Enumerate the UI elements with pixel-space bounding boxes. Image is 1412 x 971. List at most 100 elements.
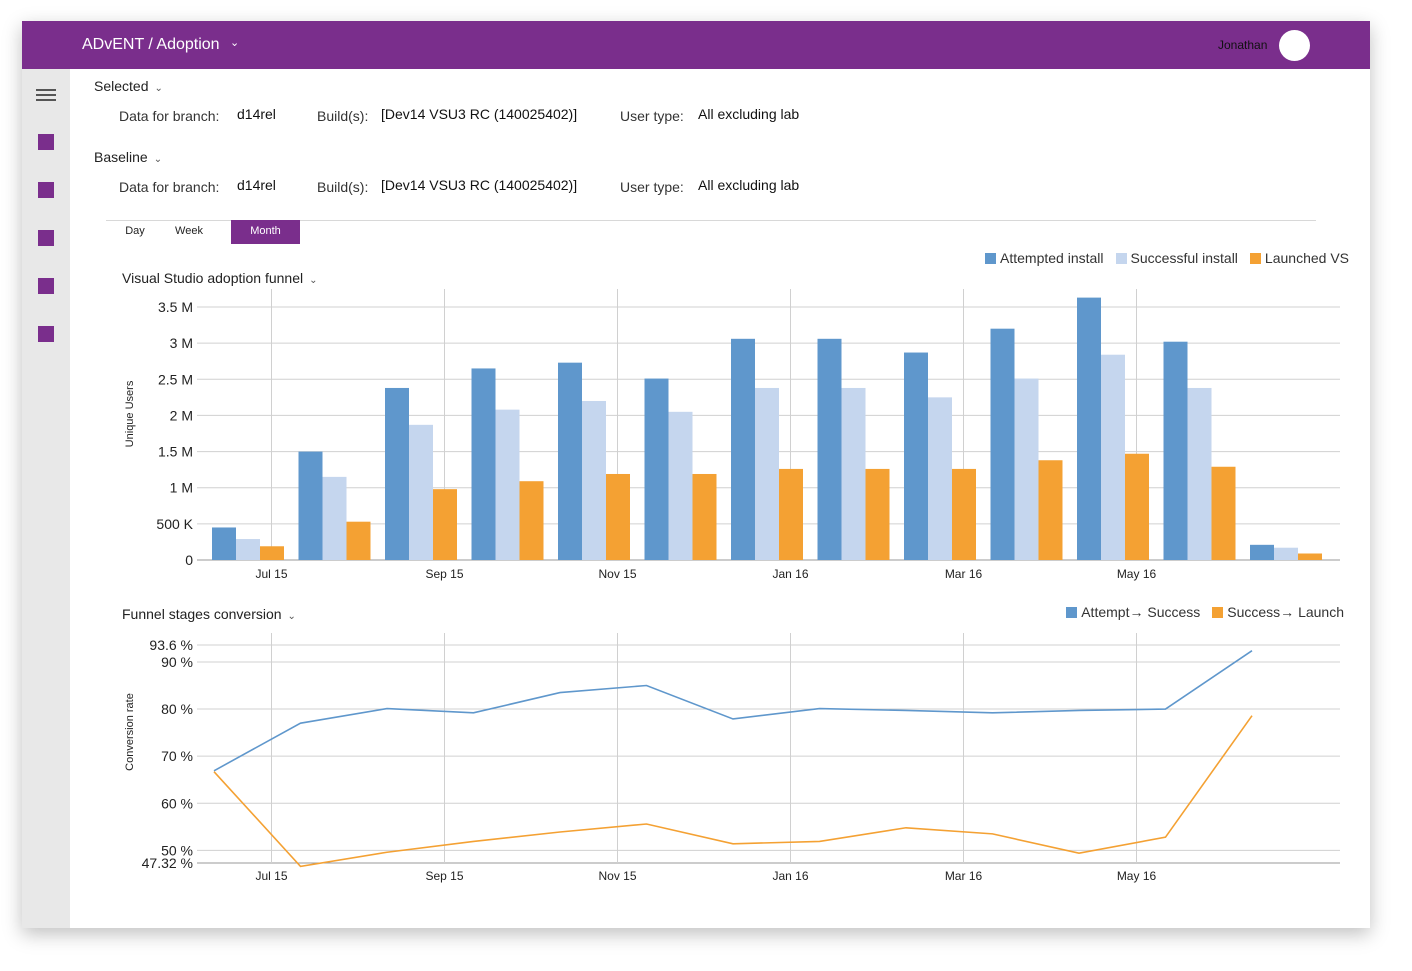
bar-1-6 bbox=[755, 387, 779, 560]
bar-0-11 bbox=[1163, 341, 1188, 560]
bar-2-3 bbox=[519, 481, 544, 560]
avatar[interactable] bbox=[1279, 30, 1310, 61]
baseline-builds-value[interactable]: [Dev14 VSU3 RC (140025402)] bbox=[381, 177, 578, 193]
bar-2-12 bbox=[1298, 553, 1322, 560]
legend-item[interactable]: Success→ Launch bbox=[1212, 604, 1344, 620]
baseline-branch-label: Data for branch: bbox=[119, 179, 220, 195]
sidebar-item-3[interactable] bbox=[38, 230, 54, 246]
user-name: Jonathan bbox=[1218, 38, 1268, 52]
bar-2-6 bbox=[779, 468, 803, 560]
legend-swatch bbox=[1066, 607, 1078, 618]
bar-0-8 bbox=[904, 352, 928, 560]
x-tick-label: Jan 16 bbox=[772, 869, 808, 883]
chevron-down-icon: ⌄ bbox=[287, 611, 296, 622]
bar-0-7 bbox=[817, 338, 842, 560]
selected-branch-label: Data for branch: bbox=[119, 108, 220, 124]
y-tick-label: 60 % bbox=[161, 795, 193, 811]
x-tick-label: Mar 16 bbox=[945, 567, 983, 581]
selected-heading: Selected bbox=[94, 78, 149, 94]
selected-branch-value[interactable]: d14rel bbox=[237, 106, 276, 122]
y-tick-label: 2.5 M bbox=[158, 371, 193, 387]
baseline-heading: Baseline bbox=[94, 149, 148, 165]
y-tick-label: 70 % bbox=[161, 748, 193, 764]
x-tick-label: May 16 bbox=[1117, 567, 1157, 581]
sidebar-item-1[interactable] bbox=[38, 134, 54, 150]
baseline-section-toggle[interactable]: Baseline ⌄ bbox=[94, 149, 162, 165]
legend-item[interactable]: Attempted install bbox=[985, 250, 1104, 266]
divider bbox=[106, 220, 1316, 221]
y-tick-label: 47.32 % bbox=[142, 855, 193, 871]
bar-2-0 bbox=[260, 546, 284, 560]
bar-2-4 bbox=[606, 473, 630, 560]
x-tick-label: Mar 16 bbox=[945, 869, 983, 883]
legend-item[interactable]: Attempt→ Success bbox=[1066, 604, 1200, 620]
tab-month[interactable]: Month bbox=[231, 220, 300, 244]
bar-0-0 bbox=[212, 527, 236, 560]
chart-title-conversion[interactable]: Funnel stages conversion ⌄ bbox=[122, 606, 296, 622]
bar-2-11 bbox=[1211, 466, 1236, 560]
chevron-down-icon: ⌄ bbox=[153, 154, 163, 165]
bar-1-3 bbox=[495, 409, 520, 560]
bar-1-12 bbox=[1274, 547, 1298, 560]
series-line-1 bbox=[213, 715, 1253, 868]
hamburger-icon[interactable] bbox=[36, 89, 56, 103]
bar-0-6 bbox=[731, 338, 755, 560]
legend-swatch bbox=[1249, 253, 1261, 264]
y-tick-label: 3 M bbox=[170, 335, 193, 351]
bar-0-2 bbox=[385, 387, 409, 560]
baseline-user-type-label: User type: bbox=[620, 179, 684, 195]
sidebar-item-4[interactable] bbox=[38, 278, 54, 294]
app-window: ADvENT / Adoption ⌄ Jonathan Selected ⌄ D… bbox=[22, 21, 1370, 928]
sidebar-item-5[interactable] bbox=[38, 326, 54, 342]
bar-1-0 bbox=[236, 539, 260, 560]
conversion-chart: 47.32 %50 % 60 % 70 % 80 % 90 %93.6 % Jul 15 S… bbox=[124, 633, 1340, 883]
legend-item[interactable]: Successful install bbox=[1115, 250, 1238, 266]
selected-section-toggle[interactable]: Selected ⌄ bbox=[94, 78, 163, 94]
selected-builds-label: Build(s): bbox=[317, 108, 369, 124]
bar-2-8 bbox=[952, 468, 976, 560]
bar-1-10 bbox=[1101, 354, 1125, 560]
bar-2-2 bbox=[433, 489, 457, 560]
legend-swatch bbox=[1212, 607, 1224, 618]
bar-1-5 bbox=[668, 411, 693, 560]
x-tick-label: Jul 15 bbox=[255, 869, 287, 883]
y-tick-label: 2 M bbox=[170, 407, 193, 423]
y-tick-label: 500 K bbox=[156, 516, 193, 532]
chevron-down-icon: ⌄ bbox=[309, 275, 318, 286]
bar-1-1 bbox=[322, 476, 347, 560]
selected-builds-value[interactable]: [Dev14 VSU3 RC (140025402)] bbox=[381, 106, 578, 122]
tab-day[interactable]: Day bbox=[125, 225, 145, 237]
bar-0-1 bbox=[298, 451, 323, 560]
legend-label: Attempted install bbox=[1000, 250, 1104, 266]
y-tick-label: 1 M bbox=[170, 480, 193, 496]
selected-user-type-value[interactable]: All excluding lab bbox=[698, 106, 800, 122]
baseline-user-type-value[interactable]: All excluding lab bbox=[698, 177, 800, 193]
bar-1-11 bbox=[1187, 387, 1212, 560]
y-tick-label: 93.6 % bbox=[149, 637, 193, 653]
series-line-0 bbox=[213, 649, 1253, 772]
bar-1-4 bbox=[582, 400, 606, 560]
bar-1-8 bbox=[928, 397, 952, 560]
y-tick-label: 3.5 M bbox=[158, 299, 193, 315]
tab-week[interactable]: Week bbox=[175, 225, 203, 237]
legend-item[interactable]: Launched VS bbox=[1249, 250, 1349, 266]
chevron-down-icon[interactable]: ⌄ bbox=[230, 37, 240, 49]
x-tick-label: Sep 15 bbox=[425, 869, 463, 883]
x-tick-label: May 16 bbox=[1117, 869, 1157, 883]
y-axis-title: Conversion rate bbox=[124, 693, 136, 771]
bar-0-5 bbox=[644, 378, 669, 560]
baseline-branch-value[interactable]: d14rel bbox=[237, 177, 276, 193]
chart-title-text: Visual Studio adoption funnel bbox=[122, 270, 304, 286]
bar-1-9 bbox=[1014, 378, 1039, 560]
bar-2-1 bbox=[346, 521, 371, 560]
x-tick-label: Nov 15 bbox=[598, 567, 636, 581]
bar-2-7 bbox=[865, 468, 890, 560]
bar-1-2 bbox=[409, 424, 433, 560]
y-tick-label: 50 % bbox=[161, 842, 193, 858]
y-tick-label: 1.5 M bbox=[158, 444, 193, 460]
y-tick-label: 90 % bbox=[161, 654, 193, 670]
chart-title-adoption-funnel[interactable]: Visual Studio adoption funnel ⌄ bbox=[122, 270, 318, 286]
sidebar-item-2[interactable] bbox=[38, 182, 54, 198]
chart-legend-funnel: Attempted install Successful install Launc… bbox=[973, 250, 1349, 266]
breadcrumb-title[interactable]: ADvENT / Adoption bbox=[82, 36, 220, 53]
